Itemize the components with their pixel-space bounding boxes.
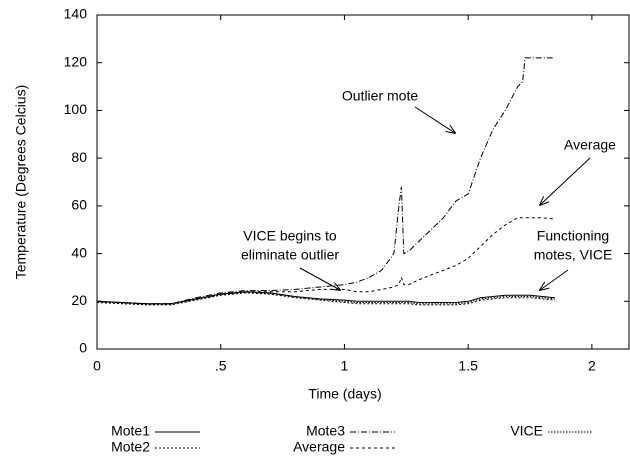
plot-frame [96, 14, 630, 350]
y-tick-label: 140 [64, 6, 88, 22]
annotation-arrow [540, 269, 569, 290]
y-tick-label: 80 [71, 149, 87, 165]
legend-label: Mote3 [306, 423, 345, 439]
annotation-arrow [414, 106, 455, 133]
legend-label: VICE [510, 423, 543, 439]
x-tick-label: 0 [93, 358, 101, 374]
x-tick-label: 2 [588, 358, 596, 374]
annotation: motes, VICE [534, 247, 613, 263]
y-tick-label: 60 [71, 197, 87, 213]
annotation-arrow [540, 157, 591, 205]
y-tick-label: 20 [71, 292, 87, 308]
annotation: eliminate outlier [241, 247, 339, 263]
y-tick-label: 100 [64, 101, 88, 117]
series-line [96, 57, 555, 305]
annotation: VICE begins to [243, 228, 337, 244]
legend-label: Average [293, 439, 345, 455]
y-tick-label: 40 [71, 244, 87, 260]
x-tick-label: 1.5 [458, 358, 478, 374]
series-line [96, 291, 555, 305]
legend-label: Mote2 [111, 439, 150, 455]
y-tick-label: 120 [64, 53, 88, 69]
x-tick-label: .5 [215, 358, 227, 374]
annotation: Outlier mote [342, 88, 418, 104]
y-tick-label: 0 [79, 340, 87, 356]
y-axis-label: Temperature (Degrees Celcius) [13, 85, 29, 280]
series-line [96, 291, 555, 305]
legend-label: Mote1 [111, 423, 150, 439]
x-tick-label: 1 [341, 358, 349, 374]
series-line [96, 292, 555, 306]
annotation-arrow [299, 267, 340, 290]
annotation: Average [564, 137, 616, 153]
x-axis-label: Time (days) [308, 386, 381, 402]
annotation: Functioning [537, 228, 609, 244]
